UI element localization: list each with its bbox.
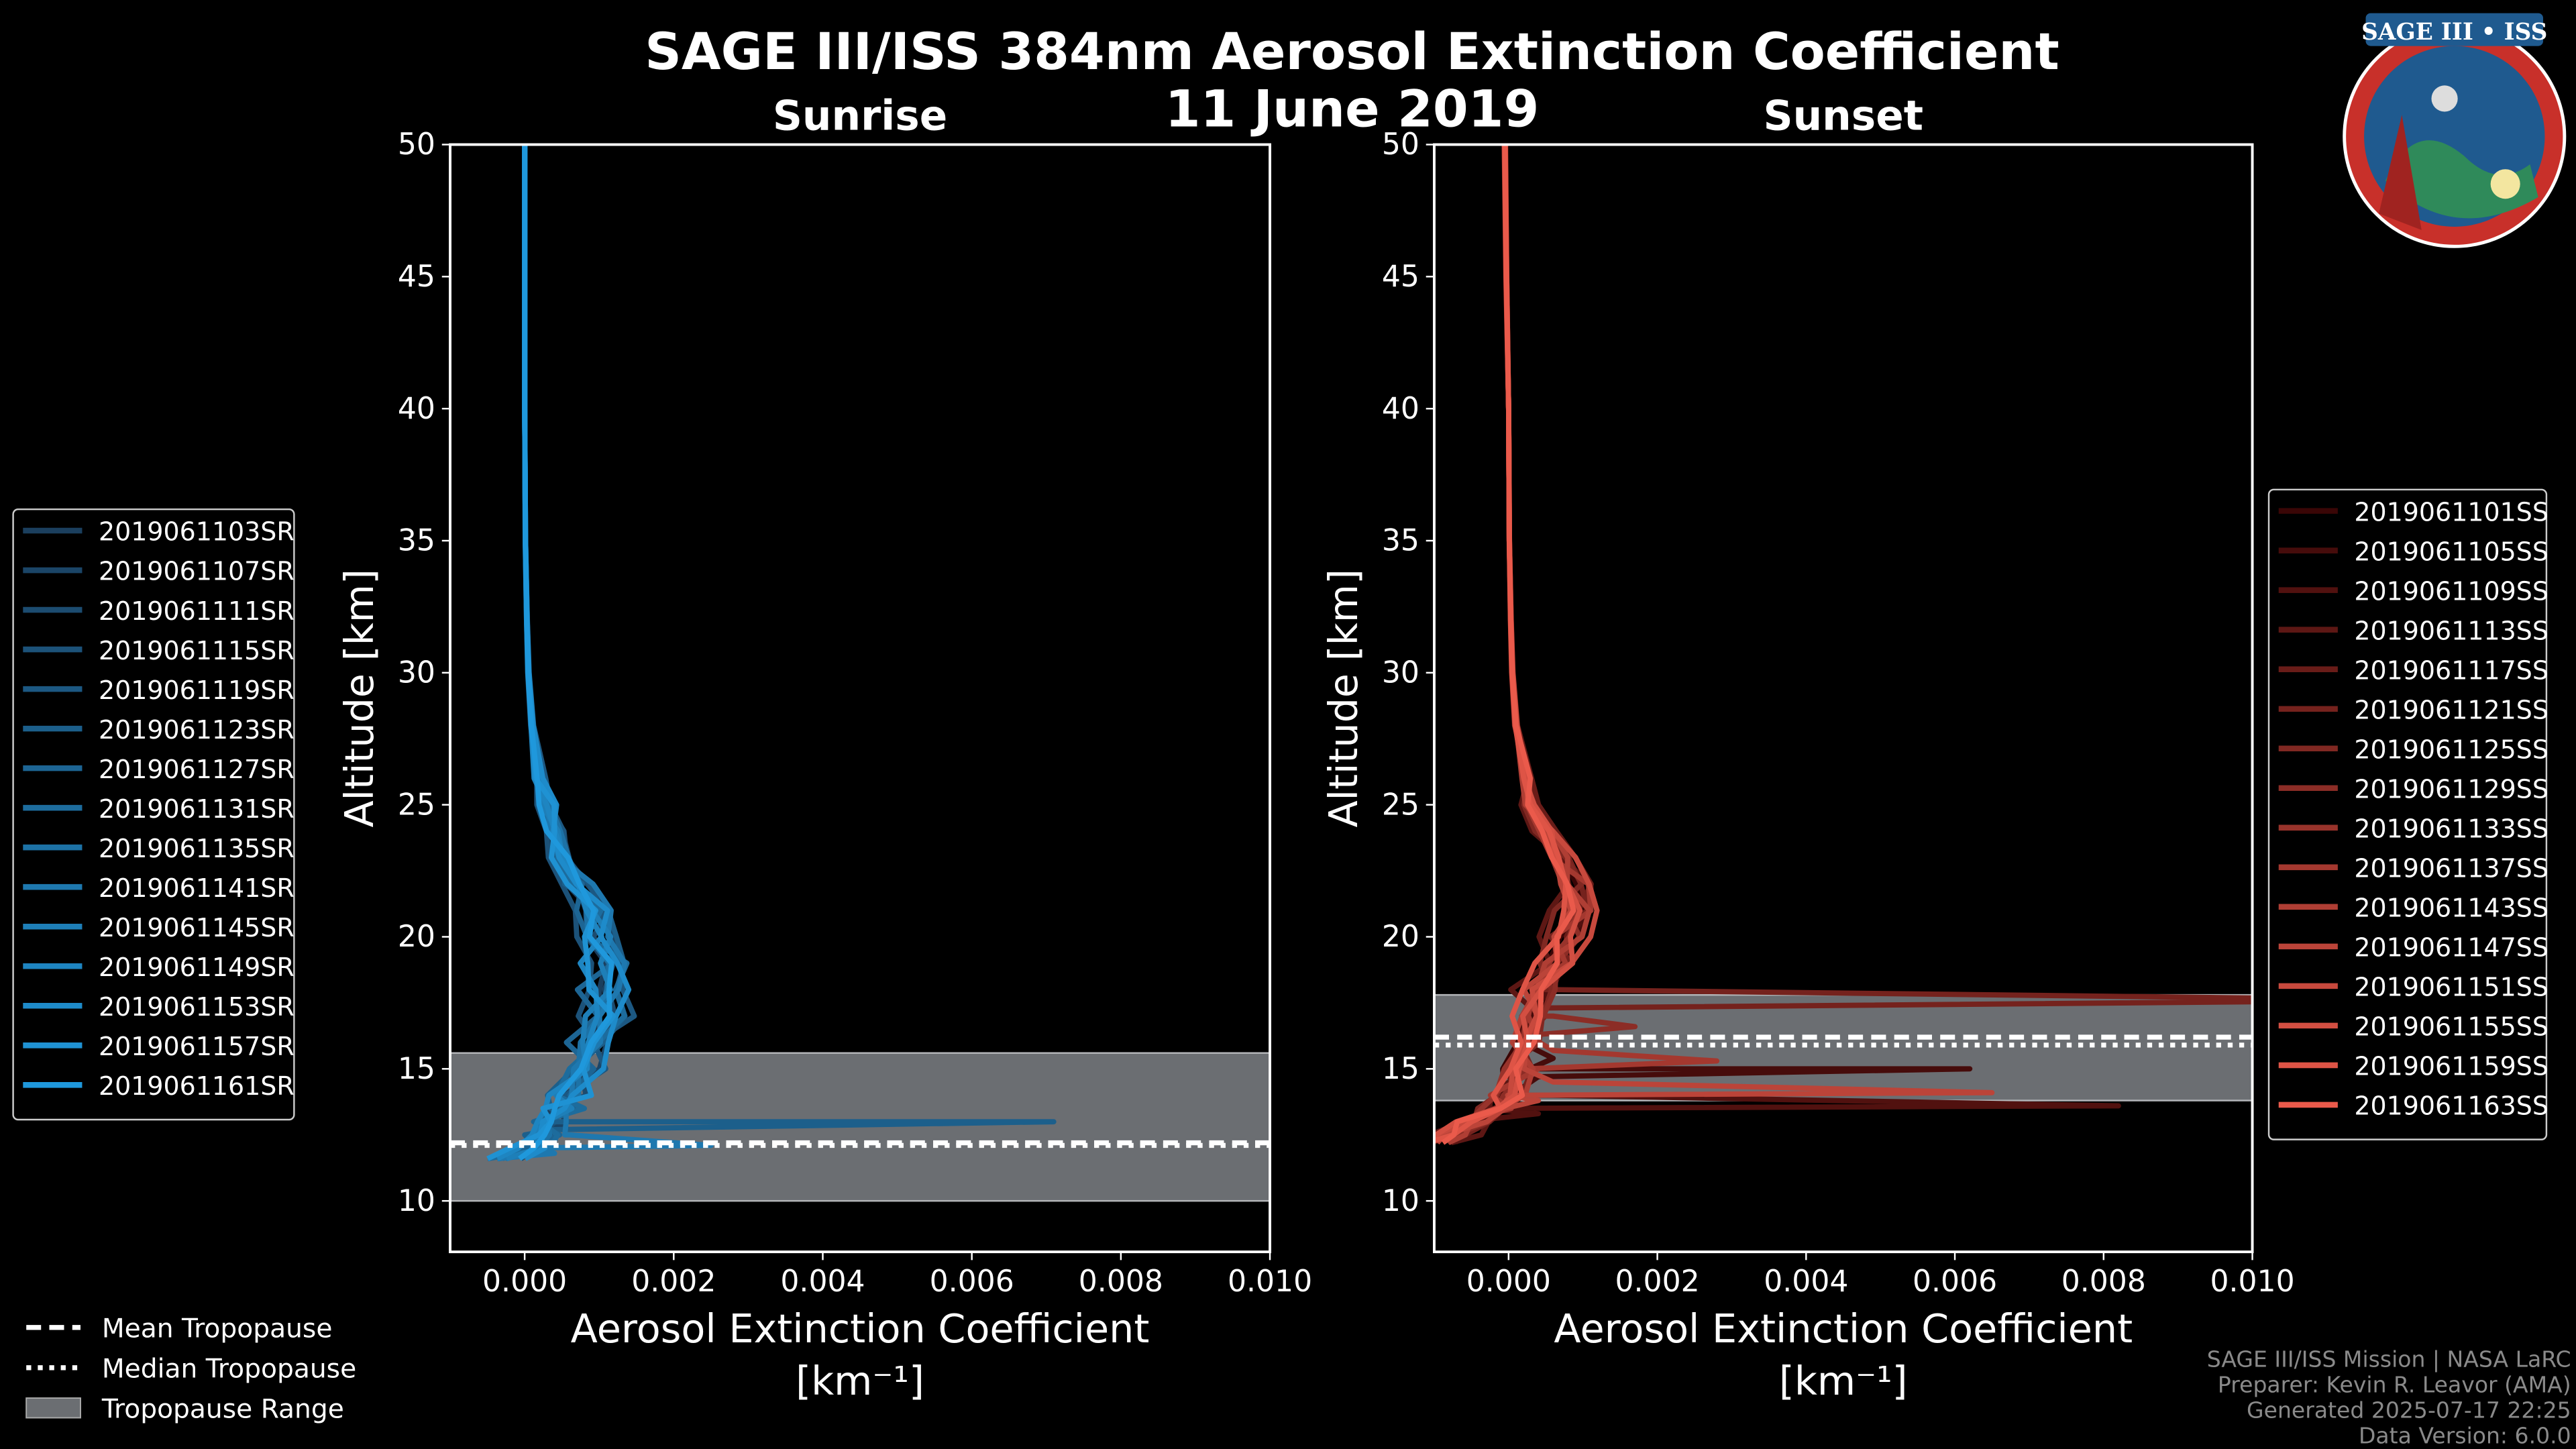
legend-label: 2019061133SS [2354,814,2548,843]
axes-frame [449,143,1272,1254]
x-tick-label: 0.000 [1466,1265,1551,1299]
footer-line: Generated 2025-07-17 22:25 [2247,1397,2571,1423]
y-tick-label: 40 [1382,392,1419,426]
legend-label: 2019061141SR [99,873,294,903]
x-tick-label: 0.006 [1913,1265,1997,1299]
x-tick-label: 0.004 [1764,1265,1848,1299]
x-tick-label: 0.010 [1228,1265,1312,1299]
tropopause-legend-label: Tropopause Range [101,1394,344,1424]
y-tick-label: 15 [398,1052,435,1086]
legend-label: 2019061129SS [2354,774,2548,804]
legend-label: 2019061157SR [99,1032,294,1061]
y-tick-label: 40 [398,392,435,426]
sage-iii-iss-logo: SAGE III • ISS [2343,13,2567,248]
y-tick-label: 10 [1382,1184,1419,1218]
legend-label: 2019061153SR [99,992,294,1022]
x-tick-label: 0.000 [482,1265,567,1299]
chart-sunset: Sunset 10 15 20 25 30 35 40 45 50 0.000 0.002 0.004 0… [1320,92,2548,1404]
legend-label: 2019061155SS [2354,1012,2548,1042]
legend-label: 2019061131SR [99,794,294,824]
legend-label: 2019061111SR [99,596,294,626]
y-tick-label: 35 [398,524,435,558]
x-tick-label: 0.002 [631,1265,716,1299]
x-tick-label: 0.008 [1079,1265,1163,1299]
legend-label: 2019061117SS [2354,655,2548,685]
profile-line-2019061161SR [518,144,614,1161]
legend-label: 2019061163SS [2354,1091,2548,1121]
figure-title: SAGE III/ISS 384nm Aerosol Extinction Co… [645,22,2059,81]
x-tick-label: 0.008 [2061,1265,2146,1299]
legend-label: 2019061145SR [99,913,294,943]
axes-frame [1433,143,2254,1254]
legend-frame [2267,488,2548,1140]
x-axis-unit: [km⁻¹] [796,1358,924,1404]
x-axis-label: Aerosol Extinction Coefficient [1554,1305,2133,1352]
y-axis-label: Altitude [km] [1320,569,1366,827]
y-tick-label: 20 [398,920,435,954]
y-tick-label: 50 [1382,127,1419,162]
legend-label: 2019061125SS [2354,735,2548,764]
legend-label: 2019061143SS [2354,894,2548,923]
legend-label: 2019061107SR [99,557,294,586]
y-tick-label: 35 [1382,524,1419,558]
y-tick-label: 20 [1382,920,1419,954]
tropopause-legend: Mean Tropopause Median Tropopause Tropopau… [25,1313,356,1424]
plot-area [450,144,1271,1202]
tropopause-legend-label: Median Tropopause [102,1354,356,1384]
x-axis-label: Aerosol Extinction Coefficient [571,1305,1150,1352]
legend-label: 2019061101SS [2354,497,2548,527]
y-tick-label: 25 [1382,788,1419,822]
y-axis-label: Altitude [km] [336,569,382,827]
legend-label: 2019061147SS [2354,933,2548,963]
x-tick-label: 0.010 [2210,1265,2294,1299]
legend-label: 2019061119SR [99,676,294,705]
x-tick-label: 0.002 [1615,1265,1699,1299]
legend-label: 2019061109SS [2354,576,2548,606]
plot-area [1434,144,2253,1146]
y-tick-label: 30 [1382,656,1419,690]
y-tick-label: 45 [1382,260,1419,294]
legend-label: 2019061151SS [2354,973,2548,1002]
tropopause-legend-label: Mean Tropopause [102,1313,333,1344]
legend-label: 2019061137SS [2354,854,2548,883]
legend-label: 2019061115SR [99,636,294,665]
y-tick-label: 10 [398,1184,435,1218]
legend-label: 2019061105SS [2354,537,2548,566]
footer-line: Preparer: Kevin R. Leavor (AMA) [2218,1372,2571,1398]
legend-frame [12,508,295,1121]
footer-line: Data Version: 6.0.0 [2359,1422,2571,1448]
legend-label: 2019061127SR [99,755,294,784]
x-tick-label: 0.004 [780,1265,865,1299]
y-tick-label: 15 [1382,1052,1419,1086]
legend-label: 2019061103SR [99,517,294,547]
footer-credits: SAGE III/ISS Mission | NASA LaRCPreparer… [2207,1346,2571,1449]
y-tick-label: 50 [398,127,435,162]
legend-sunset: 2019061101SS 2019061105SS 2019061109SS 2019… [2267,488,2548,1140]
x-tick-label: 0.006 [930,1265,1014,1299]
y-tick-label: 25 [398,788,435,822]
legend-label: 2019061159SS [2354,1052,2548,1081]
legend-label: 2019061161SR [99,1071,294,1101]
legend-label: 2019061113SS [2354,616,2548,645]
legend-sunrise: 2019061103SR 2019061107SR 2019061111SR 2019… [12,508,295,1121]
chart-sunrise: Sunrise 10 15 20 25 30 35 40 45 50 0.000 0.002 0.004… [12,92,1312,1404]
subplot-title: Sunset [1764,92,1923,140]
y-tick-label: 45 [398,260,435,294]
legend-label: 2019061121SS [2354,695,2548,724]
legend-label: 2019061149SR [99,953,294,982]
tropopause-range-swatch [25,1397,81,1419]
logo-text: SAGE III • ISS [2361,19,2547,46]
profile-line-2019061163SS [1441,144,1576,1145]
legend-label: 2019061135SR [99,834,294,863]
footer-line: SAGE III/ISS Mission | NASA LaRC [2207,1346,2571,1373]
legend-label: 2019061123SR [99,715,294,745]
y-tick-label: 30 [398,656,435,690]
x-axis-unit: [km⁻¹] [1779,1358,1908,1404]
figure-date: 11 June 2019 [1165,80,1540,139]
subplot-title: Sunrise [773,92,947,140]
